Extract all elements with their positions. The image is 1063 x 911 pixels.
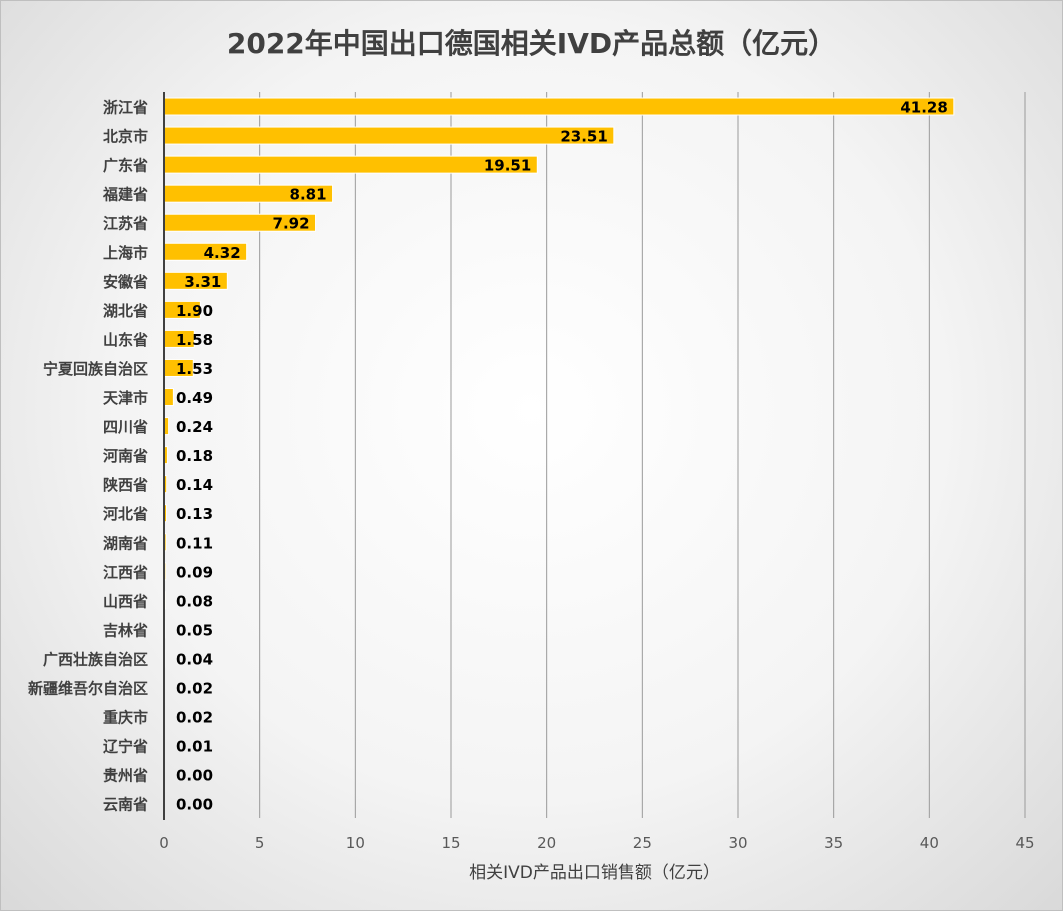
data-label: 0.08 xyxy=(176,592,213,610)
category-label: 广西壮族自治区 xyxy=(43,650,148,668)
category-label: 江苏省 xyxy=(103,215,148,233)
data-label: 0.05 xyxy=(176,621,213,639)
x-axis-title: 相关IVD产品出口销售额（亿元） xyxy=(469,863,720,883)
category-label: 河南省 xyxy=(103,447,148,465)
category-label: 北京市 xyxy=(103,128,148,146)
data-label: 23.51 xyxy=(560,128,607,146)
data-label: 4.32 xyxy=(204,244,241,262)
data-label: 0.01 xyxy=(176,738,213,756)
x-tick-label: 45 xyxy=(1015,834,1034,852)
category-label: 江西省 xyxy=(103,563,148,581)
chart-title: 2022年中国出口德国相关IVD产品总额（亿元） xyxy=(226,27,837,60)
data-label: 0.14 xyxy=(176,476,213,494)
category-label: 山西省 xyxy=(103,592,148,610)
category-label: 上海市 xyxy=(103,244,148,262)
category-label: 吉林省 xyxy=(103,621,148,639)
data-label: 1.53 xyxy=(176,360,213,378)
data-label: 0.00 xyxy=(176,767,213,785)
category-label: 四川省 xyxy=(103,418,148,436)
x-tick-label: 0 xyxy=(159,834,169,852)
bar xyxy=(163,155,538,174)
data-label: 1.58 xyxy=(176,331,213,349)
category-label: 陕西省 xyxy=(103,476,148,494)
category-label: 天津市 xyxy=(103,389,148,407)
x-tick-label: 40 xyxy=(920,834,939,852)
data-label: 7.92 xyxy=(273,215,310,233)
data-label: 1.90 xyxy=(176,302,213,320)
category-label: 安徽省 xyxy=(103,273,148,291)
data-label: 0.18 xyxy=(176,447,213,465)
x-tick-label: 5 xyxy=(255,834,265,852)
data-label: 0.02 xyxy=(176,680,213,698)
category-label: 河北省 xyxy=(103,505,148,523)
x-tick-label: 15 xyxy=(441,834,460,852)
data-label: 0.02 xyxy=(176,709,213,727)
data-label: 0.00 xyxy=(176,796,213,814)
bar xyxy=(163,388,174,407)
data-label: 41.28 xyxy=(900,99,947,117)
data-label: 0.24 xyxy=(176,418,213,436)
data-label: 19.51 xyxy=(484,157,531,175)
category-label: 重庆市 xyxy=(103,709,148,727)
category-label: 福建省 xyxy=(102,186,148,204)
data-label: 3.31 xyxy=(184,273,221,291)
category-label: 山东省 xyxy=(103,331,148,349)
category-label: 贵州省 xyxy=(103,767,148,785)
data-label: 0.09 xyxy=(176,563,213,581)
category-label: 广东省 xyxy=(103,157,148,175)
category-label: 湖南省 xyxy=(103,534,148,552)
data-label: 0.11 xyxy=(176,534,213,552)
category-label: 辽宁省 xyxy=(103,738,148,756)
bar xyxy=(163,97,955,116)
data-label: 8.81 xyxy=(290,186,327,204)
x-tick-label: 25 xyxy=(633,834,652,852)
category-label: 新疆维吾尔自治区 xyxy=(28,680,148,698)
x-tick-label: 35 xyxy=(824,834,843,852)
category-label: 宁夏回族自治区 xyxy=(43,360,148,378)
data-label: 0.49 xyxy=(176,389,213,407)
x-tick-label: 20 xyxy=(537,834,556,852)
x-tick-label: 10 xyxy=(346,834,365,852)
category-label: 湖北省 xyxy=(103,302,148,320)
data-label: 0.13 xyxy=(176,505,213,523)
data-label: 0.04 xyxy=(176,650,213,668)
category-label: 浙江省 xyxy=(103,99,148,117)
bar xyxy=(163,126,615,145)
category-label: 云南省 xyxy=(103,796,148,814)
x-tick-label: 30 xyxy=(728,834,747,852)
